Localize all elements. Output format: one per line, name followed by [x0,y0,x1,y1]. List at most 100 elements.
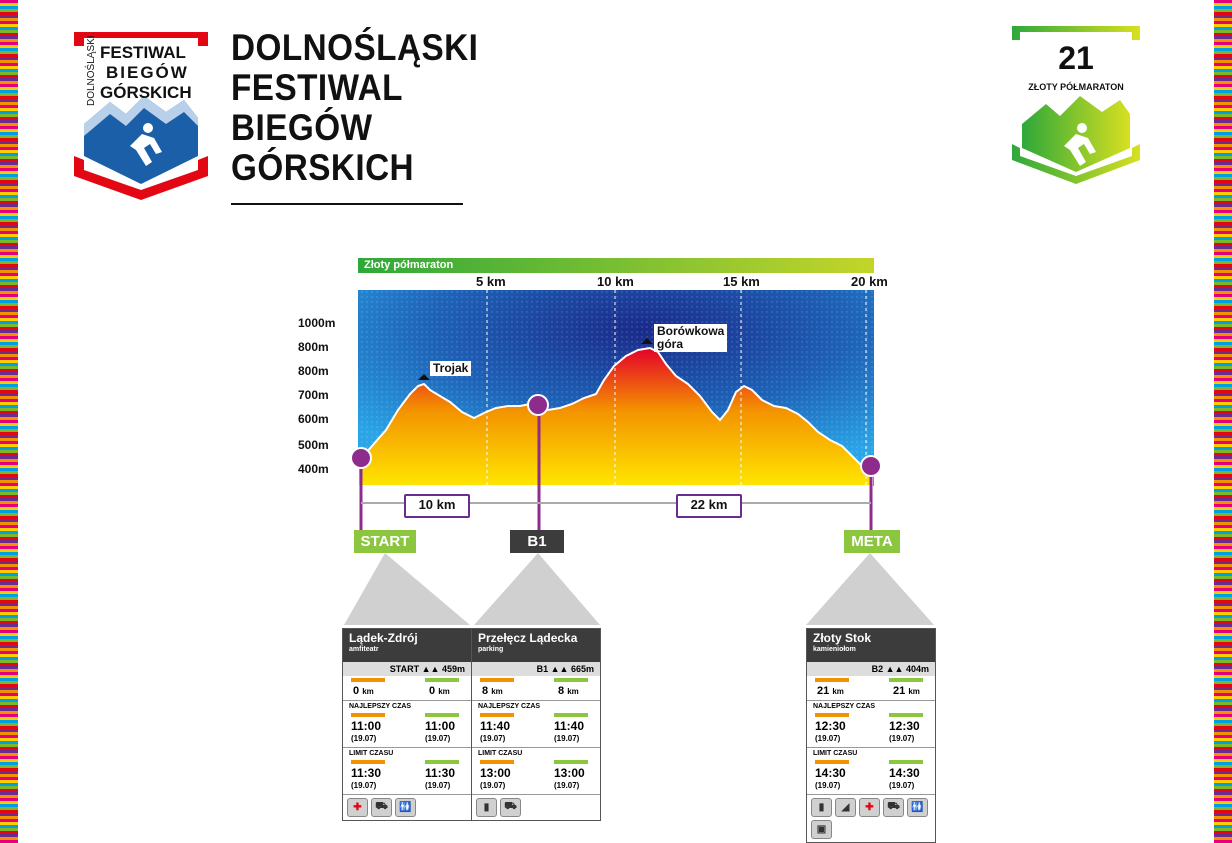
date-right: (19.07) [425,734,451,743]
card-alt-value: 404m [905,664,929,674]
green-bar [425,760,459,764]
limit-time-title: LIMIT CZASU [349,750,394,757]
orange-bar [480,678,514,682]
best-time-title: NAJLEPSZY CZAS [813,703,876,710]
card-altitude: START ▲▲ 459m [343,662,471,676]
card-header: Przełęcz Lądecka parking [472,629,600,662]
km-left: 0 km [353,685,374,697]
best-time-left: 11:40 [480,719,511,733]
limit-time-title: LIMIT CZASU [813,750,858,757]
car-icon: ⛟ [500,798,521,817]
orange-bar [815,678,849,682]
date-left: (19.07) [480,734,506,743]
half-marathon-logo [1012,26,1140,184]
date-left: (19.07) [351,781,377,790]
first-aid-icon: ✚ [347,798,368,817]
peak-label-line-2: góra [657,337,684,351]
card-code: START [389,664,420,674]
mountain-icon: ▲▲ [421,664,440,674]
green-bar [889,713,923,717]
orange-bar [815,760,849,764]
best-time-right: 12:30 [889,719,920,733]
services-icons: ▮ ◢ ✚ ⛟ 🚻 ▣ [807,795,935,842]
km-label: 15 km [723,274,760,289]
km-right: 21 km [893,685,920,697]
decorative-stripes-left [0,0,18,843]
checkpoint-b1: B1 [510,530,564,553]
date-left: (19.07) [351,734,377,743]
card-alt-value: 665m [570,664,594,674]
distance-badge: 22 km [676,494,742,518]
orange-bar [351,678,385,682]
limit-time-left: 14:30 [815,766,846,780]
decorative-stripes-right [1214,0,1232,843]
services-icons: ▮ ⛟ [472,795,600,820]
best-time-title: NAJLEPSZY CZAS [478,703,541,710]
card-header: Złoty Stok kamieniołom [807,629,935,662]
km-left: 21 km [817,685,844,697]
card-altitude: B2 ▲▲ 404m [807,662,935,676]
limit-time-right: 14:30 [889,766,920,780]
festival-logo: DOLNOŚLĄSKI FESTIWAL BIEGÓW GÓRSKICH [74,32,208,200]
services-icons: ✚ ⛟ 🚻 [343,795,471,820]
orange-bar [351,760,385,764]
toilet-icon: 🚻 [395,798,416,817]
mountain-icon: ▲▲ [550,664,569,674]
date-left: (19.07) [480,781,506,790]
limit-time-section: LIMIT CZASU 11:30 11:30 (19.07) (19.07) [343,748,471,795]
best-time-section: NAJLEPSZY CZAS 11:00 11:00 (19.07) (19.0… [343,701,471,748]
card-km-row: 8 km 8 km [472,676,600,701]
race-banner-label: Złoty półmaraton [364,259,454,271]
best-time-left: 11:00 [351,719,382,733]
date-right: (19.07) [425,781,451,790]
green-bar [889,760,923,764]
card-code: B1 [536,664,549,674]
distance-badge: 10 km [404,494,470,518]
limit-time-title: LIMIT CZASU [478,750,523,757]
drinks-icon: ▮ [476,798,497,817]
peak-label-line-1: Borówkowa [657,324,725,338]
card-km-row: 0 km 0 km [343,676,471,701]
best-time-right: 11:00 [425,719,456,733]
green-bar [425,678,459,682]
altitude-label: 1000m [298,316,336,330]
logo-vertical-text: DOLNOŚLĄSKI [84,35,97,106]
card-subtitle: kamieniołom [813,646,856,653]
green-bar [425,713,459,717]
card-altitude: B1 ▲▲ 665m [472,662,600,676]
mountain-icon: ▲▲ [885,664,904,674]
date-right: (19.07) [554,781,580,790]
green-bar [554,713,588,717]
green-bar [554,760,588,764]
drinks-icon: ▮ [811,798,832,817]
peak-label-trojak: Trojak [430,361,472,376]
green-bar [554,678,588,682]
first-aid-icon: ✚ [859,798,880,817]
card-km-row: 21 km 21 km [807,676,935,701]
logo-line-1: FESTIWAL [100,43,186,62]
card-name: Przełęcz Lądecka [478,631,578,645]
race-banner: Złoty półmaraton [358,258,874,273]
limit-time-section: LIMIT CZASU 13:00 13:00 (19.07) (19.07) [472,748,600,795]
half-marathon-label: ZŁOTY PÓŁMARATON [1028,82,1124,92]
km-left: 8 km [482,685,503,697]
best-time-section: NAJLEPSZY CZAS 12:30 12:30 (19.07) (19.0… [807,701,935,748]
altitude-label: 800m [298,364,329,378]
car-icon: ⛟ [883,798,904,817]
card-subtitle: amfiteatr [349,646,379,653]
km-right: 8 km [558,685,579,697]
date-right: (19.07) [889,781,915,790]
title-line-3: BIEGÓW [231,107,373,148]
page-title: DOLNOŚLĄSKI FESTIWAL BIEGÓW GÓRSKICH [231,28,478,188]
altitude-label: 500m [298,438,329,452]
best-time-section: NAJLEPSZY CZAS 11:40 11:40 (19.07) (19.0… [472,701,600,748]
altitude-label: 700m [298,388,329,402]
date-right: (19.07) [889,734,915,743]
limit-time-left: 11:30 [351,766,382,780]
altitude-label: 600m [298,412,329,426]
logo-line-3: GÓRSKICH [100,83,192,102]
medal-icon: ◢ [835,798,856,817]
checkpoint-card: Lądek-Zdrój amfiteatr START ▲▲ 459m 0 km… [342,628,472,821]
toilet-icon: 🚻 [907,798,928,817]
title-line-4: GÓRSKICH [231,147,415,188]
